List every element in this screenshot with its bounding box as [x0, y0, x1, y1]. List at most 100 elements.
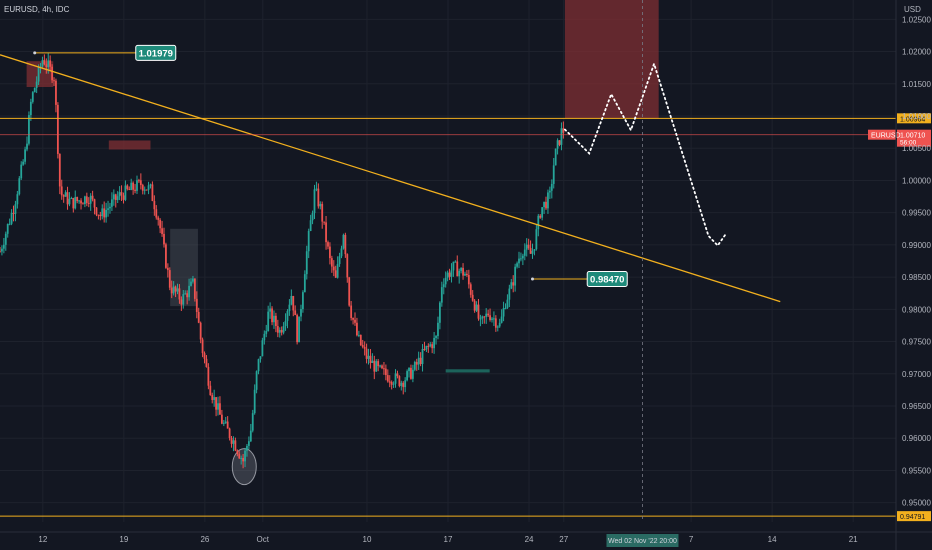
- candle-body: [321, 203, 324, 222]
- candle-body: [467, 275, 470, 285]
- x-tick-label: 26: [200, 535, 209, 544]
- candle-body: [527, 244, 530, 249]
- candle-body: [91, 195, 94, 200]
- candle-body: [332, 266, 335, 271]
- candle-body: [475, 304, 478, 311]
- candle-body: [230, 437, 233, 444]
- candle-body: [126, 185, 129, 189]
- candle-body: [222, 422, 225, 424]
- current-price-value: 1.00710: [900, 133, 925, 140]
- candle-body: [83, 196, 86, 204]
- candle-body: [292, 295, 295, 311]
- candle-body: [350, 305, 353, 318]
- candle-body: [193, 278, 196, 299]
- candle-body: [20, 164, 23, 179]
- x-tick-label: 17: [444, 535, 453, 544]
- candle-body: [438, 302, 441, 323]
- candle-body: [103, 208, 106, 218]
- candle-body: [238, 453, 241, 459]
- candle-body: [226, 421, 229, 429]
- candle-body: [386, 375, 389, 382]
- candle-body: [543, 201, 545, 208]
- candle-body: [195, 298, 198, 312]
- candle-body: [560, 128, 563, 145]
- candle-body: [313, 189, 316, 214]
- candle-body: [244, 450, 246, 462]
- candle-body: [45, 64, 48, 68]
- candle-body: [22, 161, 25, 165]
- low-highlight-circle: [231, 448, 257, 486]
- candle-body: [55, 80, 57, 105]
- low-price-callout-text: 0.98470: [590, 275, 624, 286]
- forecast-layer: [564, 60, 727, 247]
- candle-body: [184, 293, 187, 295]
- candle-body: [433, 337, 436, 349]
- candle-body: [267, 311, 270, 332]
- candle-body: [147, 185, 150, 190]
- candle-body: [404, 380, 407, 388]
- candle-body: [251, 413, 254, 431]
- candle-body: [388, 381, 391, 383]
- candle-body: [16, 194, 19, 205]
- candle-body: [406, 371, 408, 381]
- candle-body: [76, 197, 79, 202]
- candle-body: [531, 250, 534, 254]
- candle-body: [496, 326, 499, 328]
- candle-body: [377, 361, 380, 367]
- candle-body: [240, 457, 243, 459]
- candle-body: [562, 128, 565, 133]
- candle-body: [259, 356, 262, 360]
- candle-body: [356, 322, 358, 336]
- symbol-tag-bg: [868, 129, 896, 140]
- candle-body: [2, 244, 5, 249]
- candle-body: [477, 304, 480, 319]
- candle-body: [462, 267, 464, 276]
- candle-body: [111, 199, 113, 207]
- candle-body: [365, 348, 368, 359]
- candle-body: [450, 270, 453, 277]
- candle-body: [278, 329, 281, 333]
- candle-body: [228, 428, 231, 438]
- x-tick-label: Oct: [257, 535, 270, 544]
- candle-body: [211, 395, 214, 401]
- low-price-callout-box: [586, 271, 628, 288]
- candle-body: [78, 200, 81, 202]
- symbol-tag: EURUSD: [871, 133, 901, 140]
- candle-body: [302, 292, 304, 310]
- candle-body: [255, 371, 258, 390]
- consolidation-zone: [170, 228, 198, 307]
- candle-body: [520, 258, 522, 260]
- candle-body: [452, 261, 455, 271]
- candle-body: [512, 282, 515, 286]
- candle-body: [107, 208, 109, 210]
- candle-body: [143, 189, 146, 191]
- supply-zone: [108, 140, 151, 150]
- y-tick-label: 0.95500: [902, 466, 931, 475]
- candle-body: [373, 360, 376, 372]
- candle-body: [371, 360, 374, 363]
- candle-body: [408, 367, 410, 372]
- supply-zone: [564, 0, 659, 119]
- candle-body: [29, 101, 32, 116]
- candle-body: [168, 270, 171, 288]
- candle-body: [209, 385, 212, 396]
- candle-body: [300, 309, 302, 317]
- candle-body: [172, 286, 175, 294]
- x-tick-label: 24: [525, 535, 534, 544]
- high-price-callout-text: 1.01979: [139, 48, 173, 59]
- candle-body: [327, 242, 329, 247]
- candle-body: [99, 214, 102, 217]
- candle-body: [101, 208, 104, 217]
- x-tick-label: 12: [38, 535, 47, 544]
- candle-body: [43, 60, 46, 65]
- y-tick-label: 1.00500: [902, 144, 931, 153]
- candle-body: [548, 190, 551, 193]
- candle-body: [400, 382, 403, 386]
- label-layer: 1.01979 0.98470 1.00964 0.94791 1.0071056:00…: [135, 44, 931, 547]
- candle-body: [105, 209, 108, 218]
- candle-body: [410, 367, 412, 379]
- candle-body: [481, 316, 484, 319]
